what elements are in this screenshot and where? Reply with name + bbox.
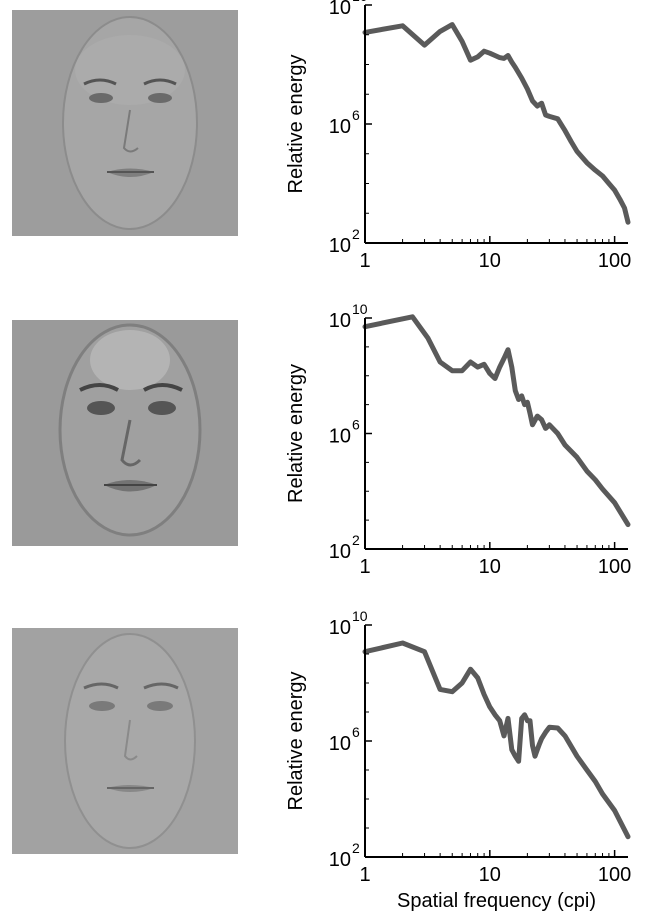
y-tick-label: 10: [329, 116, 351, 138]
y-tick-label: 10: [329, 310, 351, 332]
face-image-1: [12, 10, 238, 236]
y-tick-exponent: 10: [352, 608, 368, 624]
y-tick-exponent: 10: [352, 301, 368, 317]
series-line-1-1: [362, 22, 631, 225]
x-tick-label: 1: [359, 556, 370, 578]
y-tick-label: 10: [329, 541, 351, 563]
x-axis-label: Spatial frequency (cpi): [397, 890, 596, 912]
y-tick-label: 10: [329, 849, 351, 871]
series-line-3-1: [362, 640, 631, 840]
y-tick-exponent: 2: [352, 226, 360, 242]
x-tick-label: 10: [479, 864, 501, 886]
y-tick-exponent: 6: [352, 107, 360, 123]
y-tick-label: 10: [329, 733, 351, 755]
x-tick-label: 1: [359, 250, 370, 272]
x-tick-label: 10: [479, 556, 501, 578]
y-tick-exponent: 6: [352, 724, 360, 740]
y-axis-label: Relative energy: [285, 55, 307, 194]
series-line-2-1: [362, 314, 631, 528]
y-tick-exponent: 2: [352, 840, 360, 856]
y-axis-label: Relative energy: [285, 672, 307, 811]
x-tick-label: 1: [359, 864, 370, 886]
y-tick-exponent: 6: [352, 417, 360, 433]
face-image-3: [12, 628, 238, 854]
x-tick-label: 10: [479, 250, 501, 272]
x-tick-label: 100: [598, 864, 631, 886]
y-tick-label: 10: [329, 426, 351, 448]
y-tick-exponent: 2: [352, 532, 360, 548]
y-tick-label: 10: [329, 617, 351, 639]
y-tick-exponent: 10: [352, 0, 368, 4]
face-image-2: [12, 320, 238, 546]
y-axis-label: Relative energy: [285, 364, 307, 503]
y-tick-label: 10: [329, 235, 351, 257]
y-tick-label: 10: [329, 0, 351, 19]
x-tick-label: 100: [598, 250, 631, 272]
x-tick-label: 100: [598, 556, 631, 578]
